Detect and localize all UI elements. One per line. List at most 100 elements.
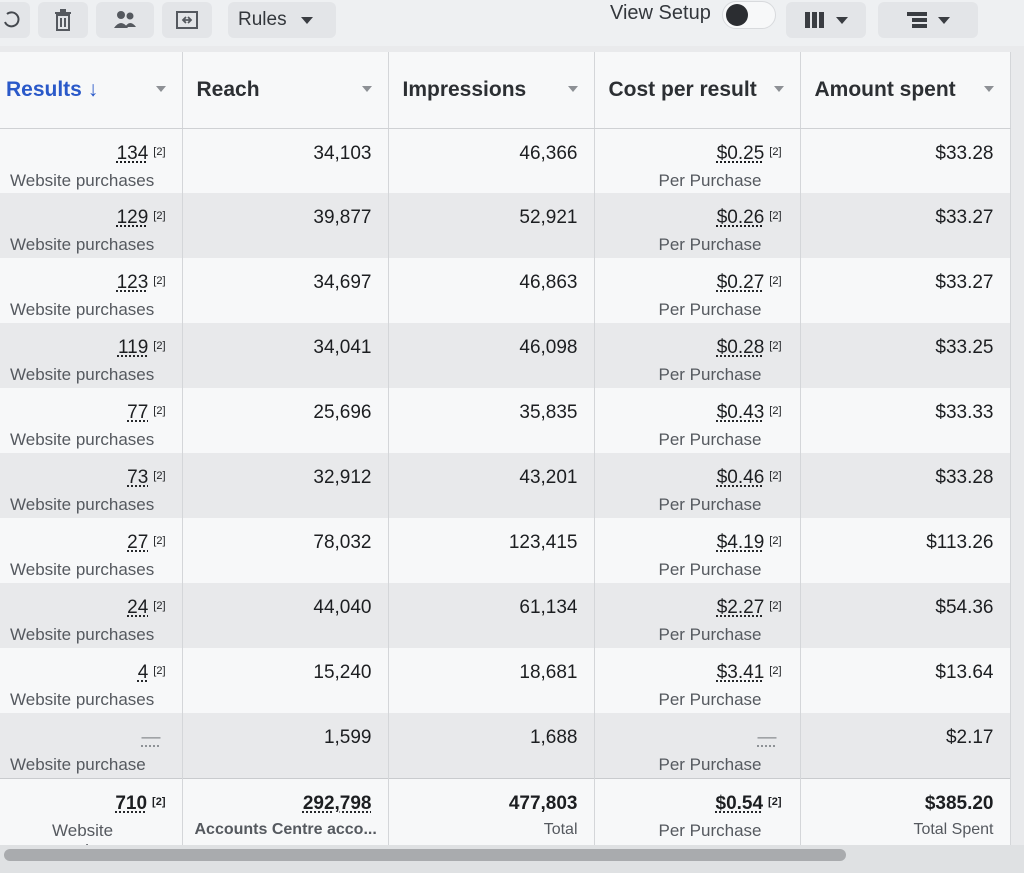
cpr-value[interactable]: $0.25 [716,142,765,164]
table-row[interactable]: 77 [2] Website purchases 25,696 35,835 $0.43 [… [0,388,1011,453]
cpr-value[interactable]: $2.27 [716,597,765,618]
cpr-value[interactable]: $0.46 [716,467,765,488]
reach-value: 1,599 [323,727,372,748]
results-value[interactable]: 119 [117,337,149,358]
table-row[interactable]: 73 [2] Website purchases 32,912 43,201 $0.46 [… [0,453,1011,518]
cell-reach: 34,697 [182,258,389,323]
cpr-unit: Per Purchase [658,755,762,774]
table-row[interactable]: — Website purchase 1,599 1,688 — Per Purchase… [0,713,1011,778]
impressions-value: 18,681 [519,662,578,683]
cell-cost-per-result: — Per Purchase [594,713,801,778]
column-header-results[interactable]: Results ↓ [0,52,183,129]
cpr-unit: Per Purchase [658,495,762,514]
cell-impressions: 123,415 [388,518,595,583]
cpr-footnote: [2] [769,145,782,158]
results-value[interactable]: 27 [127,532,149,553]
reach-value: 39,877 [313,207,372,228]
total-reach-note: Accounts Centre acco... [194,820,377,838]
results-type: Website purchase [10,755,146,774]
results-value[interactable]: 77 [127,402,149,423]
column-header-impressions[interactable]: Impressions [388,52,595,129]
cell-cost-per-result: $0.46 [2] Per Purchase [594,453,801,518]
reach-value: 78,032 [313,532,372,553]
results-value[interactable]: 134 [116,142,149,164]
results-value[interactable]: 24 [127,597,149,618]
chevron-down-icon [567,86,578,92]
results-type: Website purchases [10,690,155,709]
cpr-unit: Per Purchase [658,300,762,319]
cpr-footnote: [2] [769,535,782,547]
cell-cost-per-result: $0.43 [2] Per Purchase [594,388,801,453]
table-row[interactable]: 119 [2] Website purchases 34,041 46,098 $0.28… [0,323,1011,388]
impressions-value: 35,835 [519,402,578,423]
cell-amount-spent: $33.27 [800,258,1011,323]
cpr-value[interactable]: $0.27 [716,272,765,293]
view-setup-toggle[interactable] [722,1,776,29]
total-results-value[interactable]: 710 [115,792,148,814]
table-row[interactable]: 134 [2] Website purchases 34,103 46,366 $0.25… [0,128,1011,193]
total-spent-value: $385.20 [924,792,994,814]
column-header-reach[interactable]: Reach [182,52,389,129]
total-reach-value[interactable]: 292,798 [302,792,372,814]
chevron-down-icon [361,86,372,92]
table-row[interactable]: 129 [2] Website purchases 39,877 52,921 $0.26… [0,193,1011,258]
table-row[interactable]: 24 [2] Website purchases 44,040 61,134 $2.27 [… [0,583,1011,648]
cell-impressions: 18,681 [388,648,595,713]
cpr-value[interactable]: $3.41 [716,662,765,683]
table-row[interactable]: 4 [2] Website purchases 15,240 18,681 $3.41 [2… [0,648,1011,713]
table-row[interactable]: 27 [2] Website purchases 78,032 123,415 $4.19… [0,518,1011,583]
cpr-unit: Per Purchase [658,235,762,254]
rules-button[interactable]: Rules [228,2,336,38]
people-icon[interactable] [96,2,154,38]
column-header-cost-per-result[interactable]: Cost per result [594,52,801,129]
cpr-footnote: [2] [769,665,782,677]
reach-value: 44,040 [313,597,372,618]
cell-reach: 34,103 [182,128,389,193]
results-value[interactable]: — [141,727,161,748]
cpr-value[interactable]: $4.19 [716,532,765,553]
cell-results: 4 [2] Website purchases [0,648,183,713]
cpr-footnote: [2] [769,275,782,287]
cpr-value[interactable]: $0.26 [716,207,765,228]
results-value[interactable]: 123 [116,272,149,293]
chevron-down-icon [938,16,950,24]
cpr-footnote: [2] [769,405,782,417]
cpr-footnote: [2] [769,340,782,352]
results-footnote: [2] [153,275,166,287]
cpr-value[interactable]: $0.43 [716,402,765,423]
cpr-value[interactable]: $0.28 [716,337,765,358]
trash-icon[interactable] [38,2,88,38]
results-type: Website purchases [10,365,155,384]
cpr-footnote: [2] [769,470,782,482]
results-footnote: [2] [153,665,166,677]
cell-results: 24 [2] Website purchases [0,583,183,648]
reach-value: 25,696 [313,402,372,423]
chevron-down-icon [836,16,848,24]
cpr-value[interactable]: — [757,727,777,748]
share-icon[interactable] [162,2,212,38]
results-value[interactable]: 4 [137,662,149,683]
undo-icon[interactable] [0,2,30,38]
cell-amount-spent: $33.28 [800,453,1011,518]
results-value[interactable]: 73 [127,467,149,488]
rules-label: Rules [238,9,287,30]
impressions-value: 52,921 [519,207,578,228]
cell-amount-spent: $113.26 [800,518,1011,583]
column-header-amount-spent[interactable]: Amount spent [800,52,1011,129]
impressions-value: 46,863 [519,272,578,293]
cell-cost-per-result: $0.25 [2] Per Purchase [594,128,801,193]
toolbar: Rules View Setup [0,0,1024,46]
spent-value: $2.17 [945,727,994,748]
table-row[interactable]: 123 [2] Website purchases 34,697 46,863 $0.27… [0,258,1011,323]
cell-amount-spent: $33.28 [800,128,1011,193]
cell-cost-per-result: $3.41 [2] Per Purchase [594,648,801,713]
total-cpr-value[interactable]: $0.54 [715,792,764,814]
cell-results: — Website purchase [0,713,183,778]
breakdown-button[interactable] [878,2,978,38]
spent-value: $54.36 [935,597,994,618]
cell-reach: 44,040 [182,583,389,648]
horizontal-scrollbar[interactable] [4,849,846,861]
columns-button[interactable] [786,2,866,38]
results-value[interactable]: 129 [116,207,149,228]
cell-cost-per-result: $0.28 [2] Per Purchase [594,323,801,388]
